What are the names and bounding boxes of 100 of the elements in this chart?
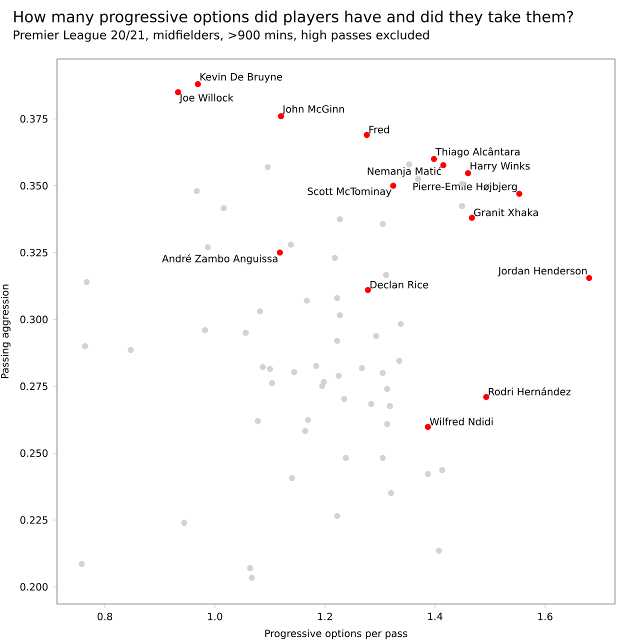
point [336,312,343,318]
annotation: John McGinn [282,105,344,115]
point [386,403,393,410]
point [586,274,592,282]
x-axis-title: Progressive options per pass [265,629,408,640]
annotation: Fred [369,126,389,134]
point [406,161,412,168]
point [269,380,276,386]
point [465,170,472,176]
point [304,416,312,424]
annotation: Kevin De Bruyne [200,72,282,83]
y-tick-label: 0.200 [20,583,48,591]
annotation: Jordan Henderson [498,266,587,276]
point [380,220,386,228]
point [336,372,342,379]
point [304,298,310,304]
point [368,400,374,408]
annotation: Granit Xhaka [474,208,538,216]
annotation: Thiago Alcântara [436,147,520,158]
point [204,244,211,250]
y-tick-label: 0.300 [20,316,48,324]
point [390,182,396,189]
point [439,466,446,474]
point [78,560,85,567]
point [248,574,255,581]
point [320,378,327,386]
point [384,420,390,428]
point [254,418,261,424]
point [380,370,386,376]
y-tick-label: 0.250 [20,449,48,457]
point [288,474,296,482]
annotation: Declan Rice [370,280,428,288]
point [264,164,271,170]
point [334,338,340,344]
point [398,320,404,328]
annotation: Rodri Hernández [488,387,571,396]
y-tick-label: 0.325 [20,248,48,256]
x-tick-label: 0.8 [98,612,112,620]
chart-subtitle: Premier League 20/21, midfielders, >900 mins, high passes excluded [14,30,429,42]
point [276,250,283,256]
point [266,366,274,372]
point [291,369,298,376]
point [260,364,266,370]
point [424,470,431,478]
point [220,205,227,212]
point [396,358,402,364]
point [302,428,308,434]
point [364,132,370,138]
point [430,156,438,162]
point [468,214,475,221]
point [516,190,522,197]
point [174,89,182,96]
point [380,454,386,462]
point [332,254,338,262]
point [242,330,249,336]
point [334,512,340,520]
point [256,308,264,315]
point [278,113,284,120]
point [194,81,201,88]
point [84,278,90,286]
point [342,454,349,462]
x-tick-label: 1.0 [208,612,222,620]
y-tick-label: 0.225 [20,516,48,524]
annotation: Wilfred Ndidi [430,418,493,426]
point [424,424,431,430]
point [181,520,188,526]
point [383,272,390,278]
x-tick-label: 1.6 [538,612,552,620]
y-tick-label: 0.350 [20,182,48,190]
point [128,346,134,354]
point [388,490,394,496]
point [358,365,365,372]
point [336,216,343,222]
annotation: Nemanja Matić [368,166,442,177]
point [436,548,442,554]
point [82,343,88,350]
point [288,242,294,248]
point [334,294,340,302]
point [458,203,466,210]
point [341,396,348,402]
annotation: Joe Willock [179,94,234,104]
point [247,565,254,572]
point [313,362,320,370]
y-tick-label: 0.275 [20,382,48,390]
annotation: Scott McTominay [308,187,392,198]
x-tick-label: 1.2 [318,612,332,620]
chart-title: How many progressive options did players have and did they take them? [14,10,574,26]
point [414,176,422,182]
point [440,162,446,168]
point [373,332,380,340]
point [194,188,200,194]
point [364,286,371,294]
annotation: Pierre-Emile Højbjerg [413,182,517,192]
point [384,386,390,392]
point [483,394,490,400]
y-tick-label: 0.375 [20,115,48,123]
y-axis-title: Passing aggression [0,284,10,378]
annotation: André Zambo Anguissa [162,254,278,264]
annotation: Harry Winks [470,162,530,172]
x-tick-label: 1.4 [428,612,442,620]
